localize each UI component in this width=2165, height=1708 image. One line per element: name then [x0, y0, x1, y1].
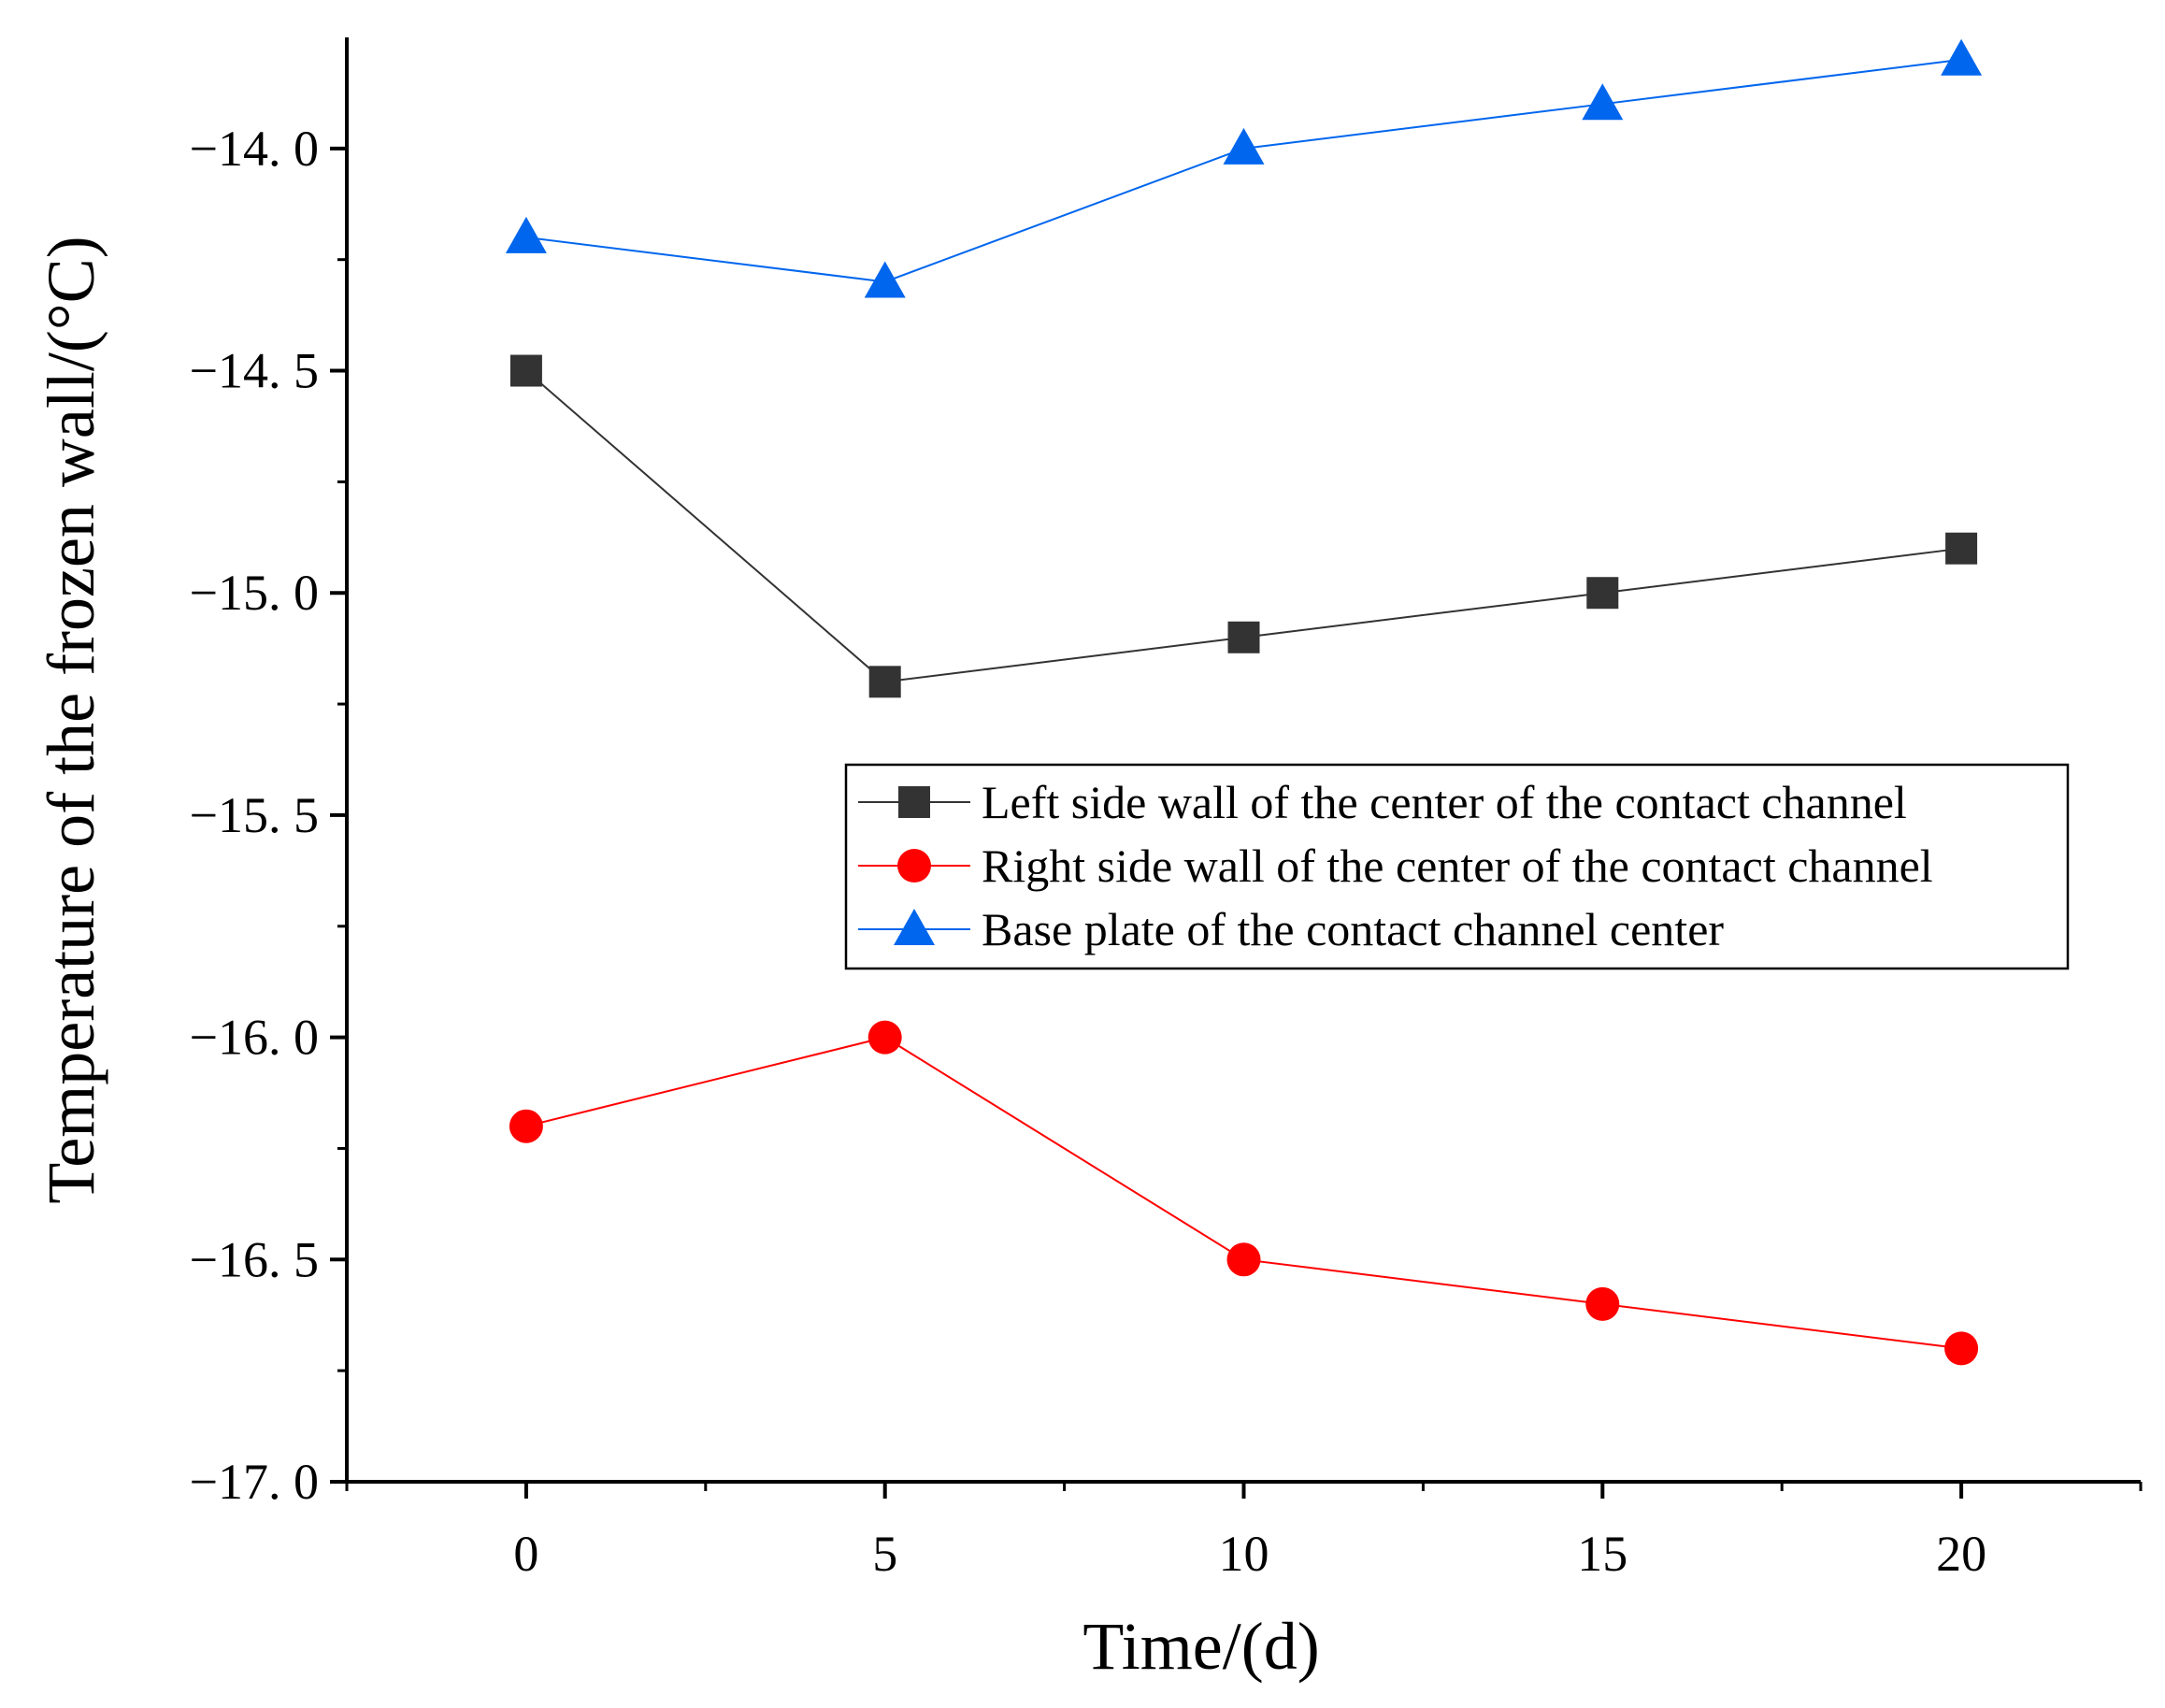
y-tick-label: −14. 0 — [190, 121, 319, 177]
x-axis-title: Time/(d) — [1082, 1609, 1319, 1684]
data-point-triangle — [1941, 38, 1983, 76]
data-point-triangle — [505, 216, 547, 253]
data-point-circle — [1226, 1242, 1261, 1277]
legend-entry: Right side wall of the center of the con… — [858, 840, 1933, 892]
x-tick-label: 15 — [1577, 1526, 1627, 1582]
data-point-circle — [509, 1109, 543, 1143]
series-2 — [505, 38, 1983, 298]
data-point-square — [1227, 621, 1260, 653]
x-tick-label: 5 — [872, 1526, 897, 1582]
data-point-square — [868, 666, 901, 698]
y-axis-title: Temperature of the frozen wall/(°C) — [34, 236, 108, 1203]
data-point-circle — [1944, 1331, 1979, 1366]
x-tick-label: 20 — [1936, 1526, 1986, 1582]
data-point-triangle — [1223, 127, 1265, 165]
y-tick-label: −14. 5 — [190, 343, 319, 399]
legend-box — [844, 763, 2070, 970]
data-point-square — [1945, 532, 1978, 565]
legend-entry: Left side wall of the center of the cont… — [858, 776, 1907, 828]
ticks: −17. 0 −16. 5 −16. 0 −15. 5 −15. 0 −14. 5 −14.… — [190, 121, 2143, 1582]
series-1 — [509, 1020, 1979, 1366]
y-tick-label: −15. 5 — [190, 787, 319, 843]
legend-entry: Base plate of the contact channel center — [858, 903, 1724, 955]
legend-marker-square — [898, 786, 930, 818]
data-point-triangle — [1582, 83, 1624, 121]
legend-marker-triangle — [894, 909, 935, 945]
legend: Left side wall of the center of the cont… — [844, 763, 2070, 970]
y-tick-label: −16. 0 — [190, 1010, 319, 1066]
data-point-circle — [1585, 1286, 1620, 1321]
series-line — [525, 1036, 1962, 1350]
x-tick-label: 10 — [1219, 1526, 1269, 1582]
legend-label: Left side wall of the center of the cont… — [982, 776, 1907, 828]
data-point-circle — [867, 1020, 902, 1055]
legend-label: Base plate of the contact channel center — [982, 903, 1724, 955]
series-layer — [505, 38, 1983, 1366]
x-tick-label: 0 — [513, 1526, 538, 1582]
data-point-square — [509, 354, 542, 387]
series-line — [525, 58, 1962, 283]
y-tick-label: −17. 0 — [190, 1454, 319, 1510]
y-tick-label: −15. 0 — [190, 565, 319, 621]
legend-marker-circle — [897, 849, 931, 883]
series-0 — [509, 354, 1978, 698]
data-point-triangle — [864, 261, 906, 298]
data-point-square — [1586, 577, 1619, 610]
legend-label: Right side wall of the center of the con… — [982, 840, 1933, 892]
y-tick-label: −16. 5 — [190, 1231, 319, 1287]
